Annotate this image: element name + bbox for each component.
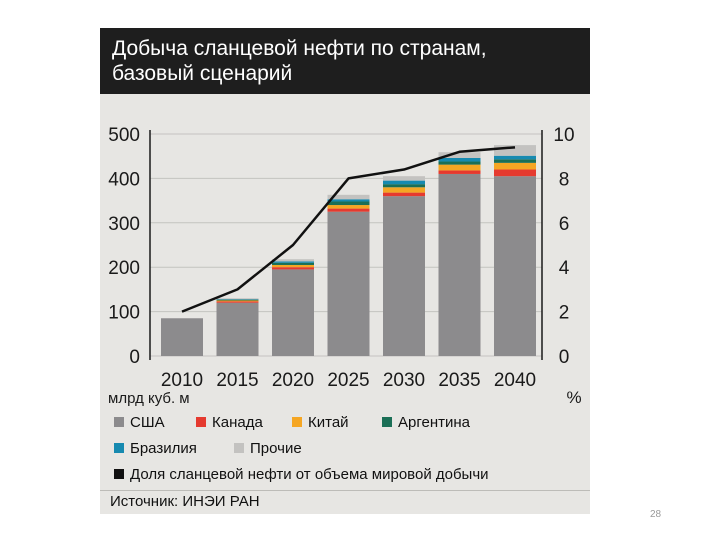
y-tick-label: 200	[108, 258, 140, 279]
bar-argentina	[438, 161, 481, 165]
x-tick-label: 2030	[383, 370, 425, 391]
source-text: Источник: ИНЭИ РАН	[110, 493, 260, 510]
bar-other	[327, 194, 370, 200]
bar-argentina	[216, 299, 259, 301]
legend-label-china: Китай	[308, 414, 349, 431]
bar-china	[216, 300, 259, 302]
legend-label-argentina: Аргентина	[398, 414, 470, 431]
source-row: Источник: ИНЭИ РАН	[100, 490, 590, 515]
y2-axis-title: %	[566, 388, 581, 407]
legend-label-other: Прочие	[250, 440, 302, 457]
bar-china	[383, 187, 425, 193]
y-tick-label: 0	[129, 347, 140, 368]
x-tick-label: 2020	[272, 370, 314, 391]
bar-brazil	[494, 155, 536, 160]
legend-swatch-other	[234, 443, 244, 454]
legend-swatch-argentina	[382, 417, 392, 428]
bar-usa	[438, 173, 481, 356]
shale-oil-chart: 0 100 200 300 400 500 0 2 4 6 8 10 2010 2015 2020 2025 2…	[108, 125, 582, 407]
legend-label-usa: США	[130, 414, 165, 431]
x-tick-label: 2040	[494, 370, 536, 391]
legend-swatch-china	[292, 417, 302, 428]
bar-brazil	[327, 199, 370, 202]
bar-other	[216, 298, 259, 300]
bar-other	[383, 176, 425, 181]
bar-usa	[216, 302, 259, 356]
y-tick-label: 500	[108, 125, 140, 146]
bar-china	[272, 264, 314, 268]
bar-canada	[438, 170, 481, 174]
bar-argentina	[327, 201, 370, 206]
page-number: 28	[650, 509, 662, 520]
bar-usa	[494, 176, 536, 356]
y-tick-label: 400	[108, 169, 140, 190]
bar-usa	[327, 211, 370, 356]
bar-brazil	[216, 299, 259, 300]
bar-usa	[383, 196, 425, 356]
bar-other	[272, 259, 314, 262]
labels-layer: 0 100 200 300 400 500 0 2 4 6 8 10 2010 2015 2020 2025 2…	[108, 125, 582, 407]
x-tick-label: 2035	[438, 370, 480, 391]
legend-swatch-share	[114, 469, 124, 480]
legend-item-china: Китай	[292, 414, 349, 431]
bar-argentina	[494, 159, 536, 163]
legend-swatch-brazil	[114, 443, 124, 454]
legend-item-other: Прочие	[234, 440, 302, 457]
y2-tick-label: 8	[559, 169, 570, 190]
y2-tick-label: 6	[559, 214, 570, 235]
legend-label-canada: Канада	[212, 414, 263, 431]
bar-canada	[216, 301, 259, 303]
bar-brazil	[272, 261, 314, 263]
chart-header: Добыча сланцевой нефти по странам, базов…	[100, 28, 590, 94]
bar-brazil	[438, 157, 481, 162]
x-tick-label: 2010	[161, 370, 203, 391]
bar-china	[494, 162, 536, 170]
legend-item-brazil: Бразилия	[114, 440, 197, 457]
legend-label-share: Доля сланцевой нефти от объема мировой д…	[130, 466, 489, 483]
legend-swatch-usa	[114, 417, 124, 428]
y2-tick-label: 2	[559, 303, 570, 324]
bar-other	[494, 145, 536, 156]
legend-item-canada: Канада	[196, 414, 263, 431]
bar-canada	[272, 267, 314, 270]
chart-card: Добыча сланцевой нефти по странам, базов…	[100, 28, 590, 514]
bar-china	[438, 164, 481, 171]
x-tick-label: 2015	[216, 370, 258, 391]
bar-canada	[383, 192, 425, 197]
bar-usa	[272, 269, 314, 356]
bars-layer	[161, 145, 536, 356]
y2-tick-label: 0	[559, 347, 570, 368]
y2-tick-label: 4	[559, 258, 570, 279]
legend-swatch-canada	[196, 417, 206, 428]
y-tick-label: 300	[108, 214, 140, 235]
bar-usa	[161, 318, 203, 356]
legend-item-argentina: Аргентина	[382, 414, 470, 431]
axis-layer	[149, 130, 543, 360]
line-layer	[181, 146, 516, 313]
chart-title: Добыча сланцевой нефти по странам, базов…	[112, 36, 582, 86]
bar-canada	[494, 169, 536, 177]
legend-item-usa: США	[114, 414, 165, 431]
chart-title-line-2: базовый сценарий	[112, 62, 293, 85]
bar-china	[327, 205, 370, 209]
share-line	[181, 146, 516, 313]
bar-brazil	[383, 180, 425, 185]
legend: США Канада Китай Аргентина Бразилия Проч…	[100, 408, 590, 486]
chart-title-line-1: Добыча сланцевой нефти по странам,	[112, 37, 487, 60]
bar-canada	[327, 208, 370, 212]
legend-item-share: Доля сланцевой нефти от объема мировой д…	[114, 466, 489, 483]
x-tick-label: 2025	[327, 370, 369, 391]
legend-label-brazil: Бразилия	[130, 440, 197, 457]
bar-other	[438, 152, 481, 158]
bar-argentina	[383, 184, 425, 188]
bar-argentina	[272, 262, 314, 265]
y-axis-title: млрд куб. м	[108, 390, 190, 407]
y-tick-label: 100	[108, 303, 140, 324]
y2-tick-label: 10	[553, 125, 574, 146]
